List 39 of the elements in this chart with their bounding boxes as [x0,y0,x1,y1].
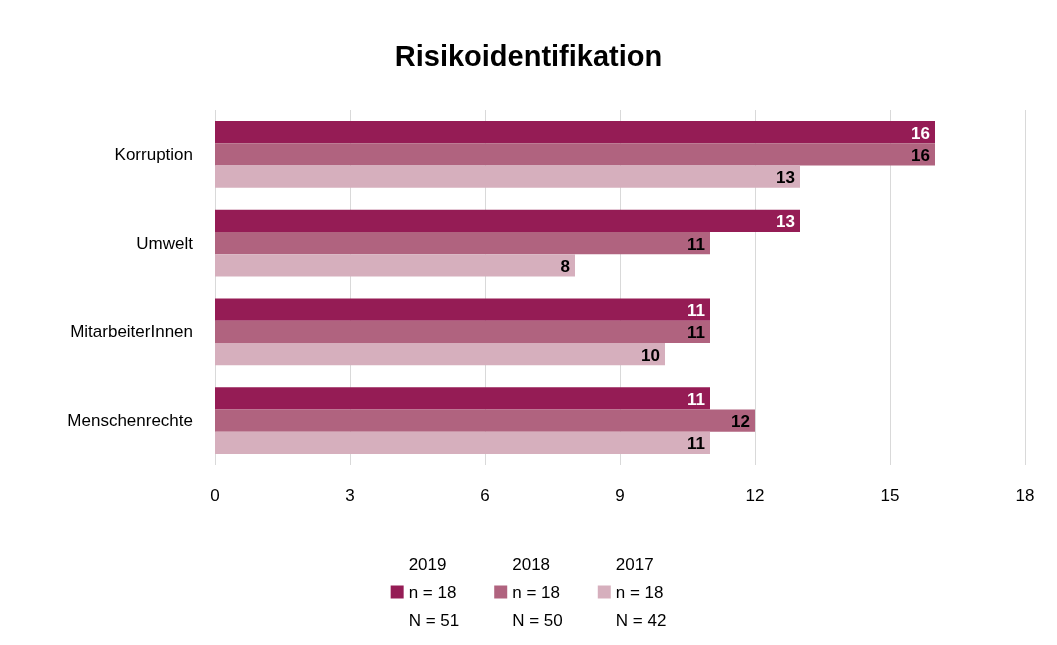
data-label: 11 [687,323,705,343]
y-tick-label: Korruption [114,144,193,164]
x-tick-label: 0 [210,486,220,505]
x-tick-label: 3 [345,486,355,505]
x-tick-label: 15 [880,486,900,505]
y-tick-label: MitarbeiterInnen [70,322,193,342]
bar [215,342,665,366]
bar [215,409,755,432]
x-tick-label: 9 [615,486,625,505]
y-tick-label: Umwelt [136,233,194,253]
bar [215,298,710,321]
data-label: 11 [687,389,705,409]
data-label: 11 [687,301,705,321]
bar [215,254,575,277]
data-label: 11 [687,434,705,454]
bar [215,143,935,166]
x-tick-label: 12 [745,486,765,505]
data-label: 13 [776,168,795,188]
bar [215,320,710,343]
data-label: 16 [911,145,930,165]
chart-title: Risikoidentifikation [394,39,663,72]
data-label: 11 [687,234,705,254]
data-label: 16 [911,123,930,143]
bar [215,121,935,144]
bar [215,387,710,410]
bar [215,165,800,188]
legend-label: 2017 n = 18 N = 42 [615,554,667,630]
data-label: 10 [641,345,660,365]
data-label: 13 [776,212,795,232]
bar [215,232,710,255]
x-tick-label: 18 [1015,486,1035,505]
y-tick-label: Menschenrechte [67,411,193,431]
data-label: 12 [731,412,750,432]
bar [215,431,710,454]
legend-label: 2018 n = 18 N = 50 [512,554,563,630]
bar [215,209,800,233]
legend-label: 2019 n = 18 N = 51 [408,554,460,630]
x-tick-label: 6 [480,486,490,505]
data-label: 8 [560,256,570,276]
